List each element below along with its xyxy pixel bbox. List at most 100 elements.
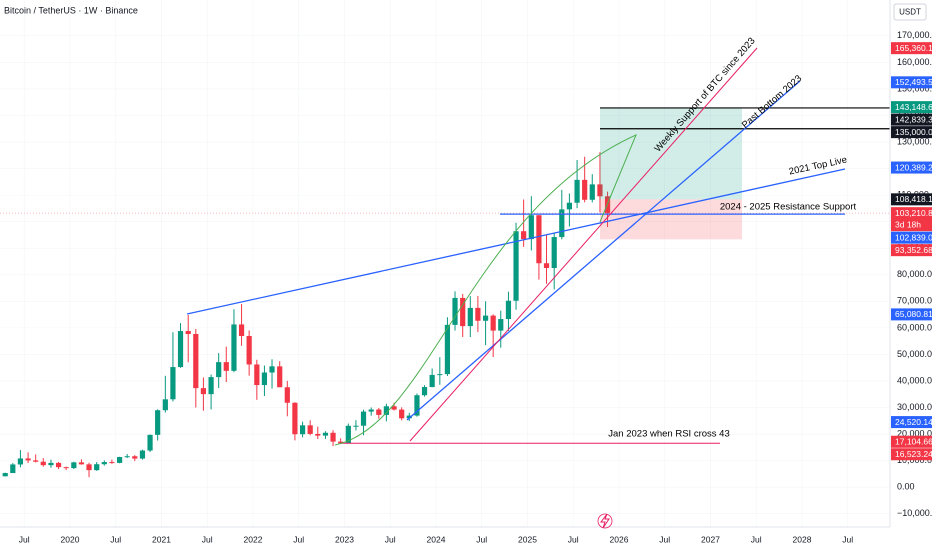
x-tick-label: Jul bbox=[568, 534, 579, 544]
candle-body bbox=[460, 297, 466, 327]
candle-body bbox=[25, 458, 31, 461]
x-tick-label: 2020 bbox=[61, 534, 80, 544]
x-tick-label: 2024 bbox=[427, 534, 446, 544]
candle-body bbox=[521, 231, 527, 240]
trend-weekly-support bbox=[409, 47, 758, 442]
candle-body bbox=[597, 184, 603, 197]
candle-body bbox=[277, 366, 283, 388]
candle-body bbox=[444, 324, 451, 375]
candle-body bbox=[101, 462, 107, 465]
x-tick-label: Jul bbox=[476, 534, 487, 544]
y-tick-label: 40,000.00 bbox=[897, 375, 932, 385]
price-label: 135,000.00 bbox=[895, 127, 932, 137]
annotation: 2024 - 2025 Resistance Support bbox=[720, 202, 857, 213]
candle-body bbox=[528, 215, 534, 240]
candle-body bbox=[307, 425, 313, 434]
candle-body bbox=[406, 415, 412, 419]
candle-body bbox=[238, 324, 245, 336]
price-label: 142,839.35 bbox=[895, 114, 932, 124]
candle-body bbox=[353, 425, 359, 427]
candle-body bbox=[330, 432, 336, 442]
currency[interactable]: USDT bbox=[899, 8, 921, 17]
price-label: 108,418.19 bbox=[895, 194, 932, 204]
x-tick-label: 2028 bbox=[793, 534, 812, 544]
candle-body bbox=[40, 461, 46, 466]
x-tick-label: Jul bbox=[110, 534, 121, 544]
candle-body bbox=[582, 179, 588, 200]
candle-body bbox=[437, 374, 443, 376]
y-tick-label: 20,000.00 bbox=[897, 428, 932, 438]
candle-body bbox=[170, 367, 176, 400]
y-tick-label: 170,000.00 bbox=[897, 30, 932, 40]
annotation: Jan 2023 when RSI cross 43 bbox=[608, 429, 729, 440]
candle-body bbox=[566, 202, 572, 210]
price-label-box bbox=[891, 126, 932, 139]
candle-body bbox=[383, 406, 389, 415]
y-tick-label: 30,000.00 bbox=[897, 402, 932, 412]
grid bbox=[0, 0, 890, 527]
price-label: 165,360.12 bbox=[895, 43, 932, 53]
y-tick-label: 130,000.00 bbox=[897, 136, 932, 146]
candle-body bbox=[55, 462, 62, 468]
candle-body bbox=[2, 473, 8, 477]
axes: −10,000.000.0010,000.0020,000.0030,000.0… bbox=[19, 30, 932, 544]
candle-body bbox=[254, 364, 260, 386]
price-label: 16,523.24 bbox=[895, 449, 932, 459]
price-label: 102,839.06 bbox=[895, 232, 932, 242]
candle-body bbox=[322, 432, 329, 436]
candle-body bbox=[498, 319, 504, 331]
candle-body bbox=[109, 462, 115, 464]
x-tick-label: Jul bbox=[842, 534, 853, 544]
price-label: 17,104.66 bbox=[895, 437, 932, 447]
price-label-box bbox=[891, 448, 932, 461]
candle-body bbox=[391, 406, 397, 410]
candle-body bbox=[574, 179, 580, 203]
candle-body bbox=[223, 362, 229, 371]
candle-body bbox=[338, 441, 344, 444]
price-label-box bbox=[891, 207, 932, 232]
x-tick-label: 2022 bbox=[244, 534, 263, 544]
candle-body bbox=[177, 331, 184, 368]
candle-body bbox=[71, 462, 77, 469]
candle-body bbox=[368, 409, 374, 412]
x-tick-label: Jul bbox=[751, 534, 762, 544]
candle-body bbox=[490, 315, 496, 331]
candle-body bbox=[399, 409, 405, 419]
candle-body bbox=[345, 425, 351, 444]
price-label: 103,210.82 bbox=[895, 208, 932, 218]
price-label: 93,352.68 bbox=[895, 245, 932, 255]
event-icon-ring[interactable] bbox=[597, 513, 613, 529]
candle-body bbox=[63, 467, 69, 469]
candle-body bbox=[505, 300, 512, 320]
growth-arc bbox=[334, 134, 637, 446]
candle-body bbox=[467, 307, 473, 327]
candle-body bbox=[543, 263, 550, 269]
x-tick-label: Jul bbox=[293, 534, 304, 544]
candle-body bbox=[299, 425, 306, 435]
candle-body bbox=[10, 464, 16, 474]
price-label-box bbox=[891, 308, 932, 321]
candle-body bbox=[261, 372, 268, 386]
price-label-box bbox=[891, 416, 932, 429]
candle-body bbox=[292, 402, 298, 435]
candle-body bbox=[315, 433, 321, 436]
price-label: 152,493.52 bbox=[895, 77, 932, 87]
candle-body bbox=[147, 434, 153, 451]
candle-body bbox=[482, 315, 489, 321]
currency-box[interactable] bbox=[893, 3, 927, 21]
price-label-box bbox=[891, 101, 932, 114]
candle-body bbox=[414, 395, 420, 416]
candle-body bbox=[429, 374, 435, 388]
x-tick-label: Jul bbox=[202, 534, 213, 544]
price-label-box bbox=[891, 42, 932, 55]
candle-body bbox=[33, 460, 39, 462]
candle-body bbox=[86, 464, 92, 471]
y-tick-label: 0.00 bbox=[897, 482, 915, 492]
candle-body bbox=[284, 387, 290, 403]
candle-body bbox=[48, 462, 54, 466]
candle-body bbox=[155, 410, 161, 435]
chart-title: Bitcoin / TetherUS · 1W · Binance bbox=[4, 5, 138, 15]
y-tick-label: −10,000.00 bbox=[897, 508, 932, 518]
